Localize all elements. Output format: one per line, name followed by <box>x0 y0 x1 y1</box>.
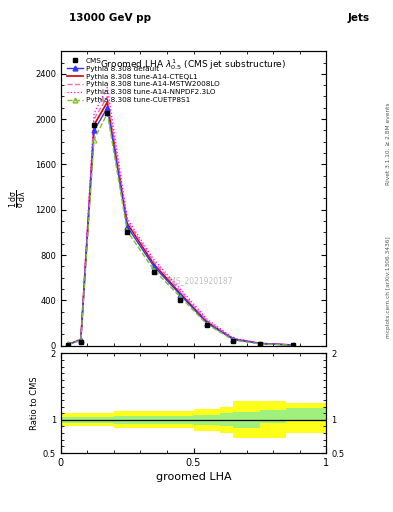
Pythia 8.308 tune-A14-NNPDF2.3LO <box>105 84 110 91</box>
Pythia 8.308 tune-A14-MSTW2008LO <box>125 218 130 224</box>
Line: CMS: CMS <box>66 112 295 347</box>
Pythia 8.308 tune-A14-MSTW2008LO <box>204 317 209 324</box>
Line: Pythia 8.308 default: Pythia 8.308 default <box>65 105 296 348</box>
Pythia 8.308 default <box>231 336 236 343</box>
CMS <box>92 122 96 128</box>
Pythia 8.308 tune-A14-CTEQL1 <box>79 337 83 343</box>
Pythia 8.308 tune-A14-MSTW2008LO <box>291 342 296 348</box>
Text: Jets: Jets <box>347 13 369 23</box>
Pythia 8.308 tune-A14-MSTW2008LO <box>79 336 83 343</box>
Pythia 8.308 tune-A14-CTEQL1 <box>257 340 262 347</box>
Pythia 8.308 tune-A14-CTEQL1 <box>125 220 130 226</box>
Pythia 8.308 tune-A14-NNPDF2.3LO <box>92 111 96 117</box>
Pythia 8.308 tune-A14-CTEQL1 <box>105 99 110 105</box>
Pythia 8.308 tune-A14-CTEQL1 <box>231 336 236 342</box>
Pythia 8.308 tune-CUETP8S1 <box>178 294 183 300</box>
Pythia 8.308 tune-CUETP8S1 <box>92 136 96 142</box>
Pythia 8.308 tune-A14-NNPDF2.3LO <box>125 216 130 222</box>
Pythia 8.308 tune-A14-CTEQL1 <box>204 319 209 325</box>
CMS <box>79 339 83 345</box>
Pythia 8.308 tune-A14-MSTW2008LO <box>151 259 156 265</box>
Pythia 8.308 default <box>125 224 130 230</box>
Pythia 8.308 tune-CUETP8S1 <box>231 337 236 343</box>
Pythia 8.308 tune-CUETP8S1 <box>65 342 70 348</box>
CMS <box>125 229 130 236</box>
Pythia 8.308 tune-A14-MSTW2008LO <box>257 340 262 347</box>
Pythia 8.308 tune-A14-NNPDF2.3LO <box>291 342 296 348</box>
CMS <box>291 342 296 348</box>
Pythia 8.308 default <box>204 320 209 326</box>
Pythia 8.308 tune-A14-MSTW2008LO <box>105 93 110 99</box>
Pythia 8.308 tune-A14-MSTW2008LO <box>65 342 70 348</box>
Line: Pythia 8.308 tune-A14-NNPDF2.3LO: Pythia 8.308 tune-A14-NNPDF2.3LO <box>68 88 293 345</box>
Pythia 8.308 default <box>105 105 110 111</box>
Pythia 8.308 tune-CUETP8S1 <box>79 337 83 344</box>
Pythia 8.308 tune-A14-NNPDF2.3LO <box>178 286 183 292</box>
Pythia 8.308 tune-A14-CTEQL1 <box>151 261 156 267</box>
Pythia 8.308 default <box>65 342 70 348</box>
Pythia 8.308 tune-A14-NNPDF2.3LO <box>79 336 83 342</box>
Line: Pythia 8.308 tune-CUETP8S1: Pythia 8.308 tune-CUETP8S1 <box>65 111 296 348</box>
CMS <box>65 342 70 348</box>
Line: Pythia 8.308 tune-A14-CTEQL1: Pythia 8.308 tune-A14-CTEQL1 <box>68 102 293 345</box>
CMS <box>257 341 262 347</box>
Y-axis label: Ratio to CMS: Ratio to CMS <box>30 376 39 430</box>
Pythia 8.308 tune-A14-NNPDF2.3LO <box>231 335 236 341</box>
Pythia 8.308 tune-CUETP8S1 <box>105 111 110 117</box>
Pythia 8.308 tune-A14-CTEQL1 <box>291 342 296 348</box>
Pythia 8.308 tune-A14-MSTW2008LO <box>92 116 96 122</box>
Y-axis label: $\mathrm{\frac{1}{\sigma}\frac{d\sigma}{d\lambda}}$: $\mathrm{\frac{1}{\sigma}\frac{d\sigma}{… <box>8 189 29 207</box>
Pythia 8.308 default <box>291 342 296 348</box>
Pythia 8.308 tune-A14-CTEQL1 <box>178 290 183 296</box>
Pythia 8.308 tune-A14-CTEQL1 <box>65 342 70 348</box>
Pythia 8.308 tune-A14-NNPDF2.3LO <box>204 316 209 322</box>
Pythia 8.308 default <box>178 291 183 297</box>
Pythia 8.308 tune-A14-MSTW2008LO <box>231 335 236 342</box>
Pythia 8.308 default <box>79 337 83 343</box>
Pythia 8.308 tune-CUETP8S1 <box>257 341 262 347</box>
Pythia 8.308 tune-CUETP8S1 <box>204 321 209 327</box>
Pythia 8.308 tune-A14-NNPDF2.3LO <box>151 257 156 263</box>
CMS <box>231 337 236 344</box>
CMS <box>178 297 183 304</box>
Text: mcplots.cern.ch [arXiv:1306.3436]: mcplots.cern.ch [arXiv:1306.3436] <box>386 236 391 337</box>
Pythia 8.308 tune-A14-CTEQL1 <box>92 122 96 128</box>
Pythia 8.308 tune-A14-MSTW2008LO <box>178 288 183 294</box>
Text: Groomed LHA $\lambda^{1}_{0.5}$ (CMS jet substructure): Groomed LHA $\lambda^{1}_{0.5}$ (CMS jet… <box>101 57 286 72</box>
Pythia 8.308 default <box>151 263 156 269</box>
Text: CMS_2021920187: CMS_2021920187 <box>165 276 233 285</box>
X-axis label: groomed LHA: groomed LHA <box>156 472 231 482</box>
CMS <box>105 111 110 117</box>
Legend: CMS, Pythia 8.308 default, Pythia 8.308 tune-A14-CTEQL1, Pythia 8.308 tune-A14-M: CMS, Pythia 8.308 default, Pythia 8.308 … <box>67 58 220 103</box>
Text: Rivet 3.1.10, ≥ 2.8M events: Rivet 3.1.10, ≥ 2.8M events <box>386 102 391 185</box>
CMS <box>151 269 156 275</box>
CMS <box>204 322 209 328</box>
Pythia 8.308 tune-A14-NNPDF2.3LO <box>257 340 262 346</box>
Pythia 8.308 tune-A14-NNPDF2.3LO <box>65 342 70 348</box>
Pythia 8.308 default <box>257 340 262 347</box>
Pythia 8.308 default <box>92 127 96 134</box>
Pythia 8.308 tune-CUETP8S1 <box>125 228 130 234</box>
Pythia 8.308 tune-CUETP8S1 <box>151 267 156 273</box>
Line: Pythia 8.308 tune-A14-MSTW2008LO: Pythia 8.308 tune-A14-MSTW2008LO <box>68 96 293 345</box>
Pythia 8.308 tune-CUETP8S1 <box>291 342 296 348</box>
Text: 13000 GeV pp: 13000 GeV pp <box>69 13 151 23</box>
